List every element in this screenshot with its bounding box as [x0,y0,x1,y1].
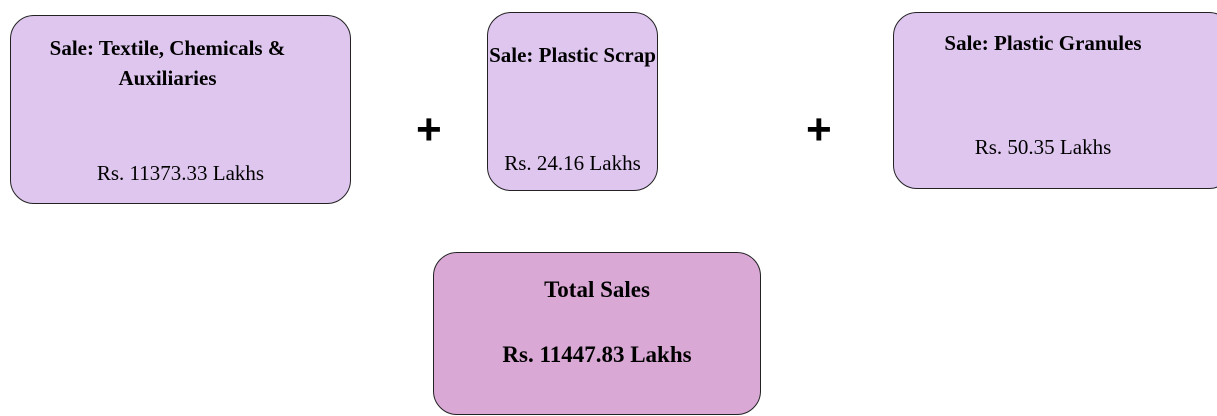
node-box: Sale: Textile, Chemicals & Auxiliaries R… [10,15,351,204]
node-box: Sale: Plastic Scrap Rs. 24.16 Lakhs [487,12,658,191]
plus-sign: + [416,105,442,154]
node-box: Sale: Plastic Granules Rs. 50.35 Lakhs [893,12,1217,189]
node-title: Sale: Plastic Scrap [489,43,656,67]
node-title: Sale: Textile, Chemicals & Auxiliaries [49,36,286,90]
node-value: Rs. 11373.33 Lakhs [96,161,265,185]
total-box: Total Sales Rs. 11447.83 Lakhs [433,252,761,415]
node-title: Sale: Plastic Granules [944,31,1142,55]
plus-sign: + [806,105,832,154]
total-title: Total Sales [544,277,650,302]
node-value: Rs. 50.35 Lakhs [974,135,1112,159]
total-value: Rs. 11447.83 Lakhs [502,342,692,367]
node-value: Rs. 24.16 Lakhs [504,151,641,175]
